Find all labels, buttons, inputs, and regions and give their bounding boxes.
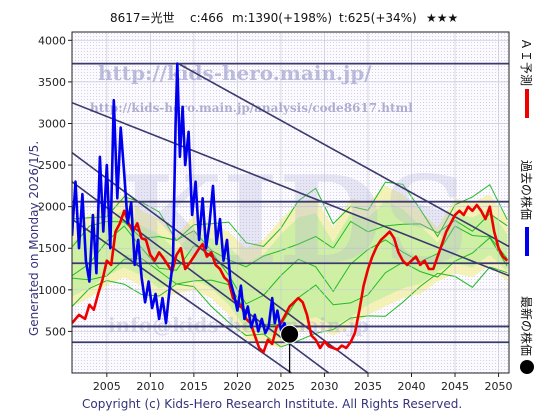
copyright-notice: Copyright (c) Kids-Hero Research Institu… [82,397,462,411]
watermark-layer: KIDS http://kids-hero.main.jp/ http://ki… [90,61,469,337]
y-tick-label: 3000 [38,117,66,130]
y-tick-label: 1500 [38,242,66,255]
y-tick-label: 500 [45,325,66,338]
series-ai-forecast [72,203,509,354]
legend-ai-label: ＡＩ予測 [519,38,533,86]
plot-area: KIDS http://kids-hero.main.jp/ http://ki… [72,32,509,373]
band-line [72,181,508,247]
x-tick-label: 2010 [136,380,164,393]
x-tick-label: 2005 [93,380,121,393]
watermark-url-main: http://kids-hero.main.jp/ [98,61,372,85]
watermark-mail: info@kids-hero.main.jp [108,313,369,337]
y-tick-label: 1000 [38,284,66,297]
generated-date: Generated on Monday 2026/1/5. [27,141,41,336]
legend-latest-label: 最新の株価 [519,296,534,356]
y-tick-label: 2000 [38,201,66,214]
header-code-name: 8617=光世 [110,11,175,25]
band-core [72,200,508,339]
header-rating-stars: ★★★ [426,11,458,25]
band-line [72,236,508,326]
band-line [72,225,508,305]
plot-frame [71,31,510,374]
header-max-price: m:1390(+198%) [232,11,332,25]
series-past-price [72,62,291,336]
x-tick-label: 2045 [441,380,469,393]
x-tick-label: 2015 [180,380,208,393]
header-current-price: c:466 [190,11,224,25]
y-tick-label: 4000 [38,34,66,47]
y-tick-label: 2500 [38,159,66,172]
legend-latest-dot [520,360,534,374]
watermark-logo: KIDS [118,150,469,291]
legend-past-label: 過去の株価 [519,160,534,220]
legend: ＡＩ予測 過去の株価 最新の株価 [519,38,534,374]
trend-line [72,218,292,373]
y-axis: 500 1000 1500 2000 2500 3000 3500 4000 [38,34,72,338]
x-tick-label: 2035 [354,380,382,393]
x-tick-label: 2025 [267,380,295,393]
trend-line [72,101,509,277]
latest-marker [280,324,300,373]
series-lines [72,62,509,354]
x-tick-label: 2050 [485,380,513,393]
x-tick-label: 2040 [398,380,426,393]
watermark-url-analysis: http://kids-hero.main.jp/analysis/code86… [90,101,413,115]
x-tick-label: 2020 [223,380,251,393]
x-axis: 2005 2010 2015 2020 2025 2030 2035 2040 2045 2050 [93,373,513,393]
x-tick-label: 2030 [310,380,338,393]
latest-point [280,324,300,344]
header-target-price: t:625(+34%) [339,11,417,25]
trend-line [72,151,369,373]
y-tick-label: 3500 [38,76,66,89]
